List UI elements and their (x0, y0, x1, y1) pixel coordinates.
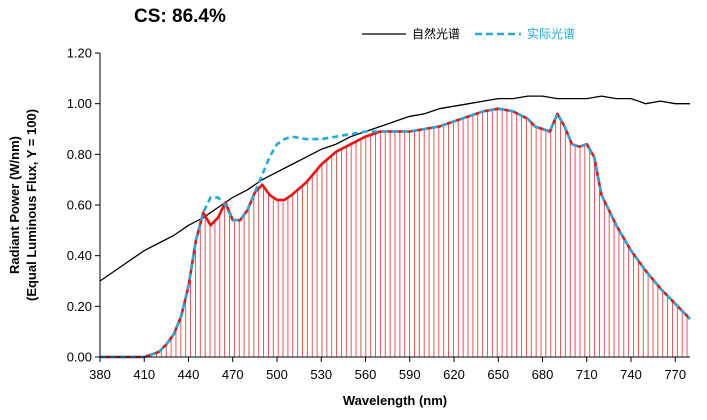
legend-label-natural: 自然光谱 (412, 26, 460, 41)
x-tick-label: 650 (487, 367, 509, 382)
cs-label: CS: 86.4% (134, 6, 226, 27)
x-tick-label: 770 (664, 367, 686, 382)
x-tick-label: 590 (399, 367, 421, 382)
x-tick-label: 410 (133, 367, 155, 382)
spectrum-bars (146, 108, 688, 357)
series-lines (99, 95, 691, 359)
series-natural-line (99, 95, 690, 282)
x-tick-label: 560 (355, 367, 377, 382)
y-tick-label: 1.00 (67, 96, 92, 111)
x-tick-label: 500 (266, 367, 288, 382)
x-tick-label: 680 (532, 367, 554, 382)
y-tick-label: 0.20 (67, 299, 92, 314)
x-tick-label: 620 (443, 367, 465, 382)
y-axis-title-line2: (Equal Luminous Flux, Y = 100) (24, 109, 39, 301)
legend: 自然光谱 实际光谱 (362, 26, 575, 41)
x-tick-labels: 380 410 440 470 500 530 560 590 620 650 680 710 740 7… (89, 367, 686, 382)
series-red-line (100, 107, 691, 359)
y-tick-label: 0.00 (67, 350, 92, 365)
x-tick-label: 380 (89, 367, 111, 382)
x-tick-label: 440 (178, 367, 200, 382)
y-tick-label: 0.80 (67, 147, 92, 162)
axes (95, 52, 690, 362)
legend-label-actual: 实际光谱 (527, 26, 575, 41)
y-tick-label: 0.40 (67, 248, 92, 263)
x-tick-label: 530 (310, 367, 332, 382)
series-actual-line (100, 107, 691, 359)
y-tick-label: 0.60 (67, 198, 92, 213)
y-axis-title-line1: Radiant Power (W/nm) (7, 136, 22, 274)
x-axis-title: Wavelength (nm) (343, 393, 447, 408)
y-tick-labels: 0.00 0.20 0.40 0.60 0.80 1.00 1.20 (67, 46, 92, 365)
x-tick-label: 710 (576, 367, 598, 382)
y-tick-label: 1.20 (67, 46, 92, 61)
x-tick-label: 740 (620, 367, 642, 382)
x-tick-label: 470 (222, 367, 244, 382)
